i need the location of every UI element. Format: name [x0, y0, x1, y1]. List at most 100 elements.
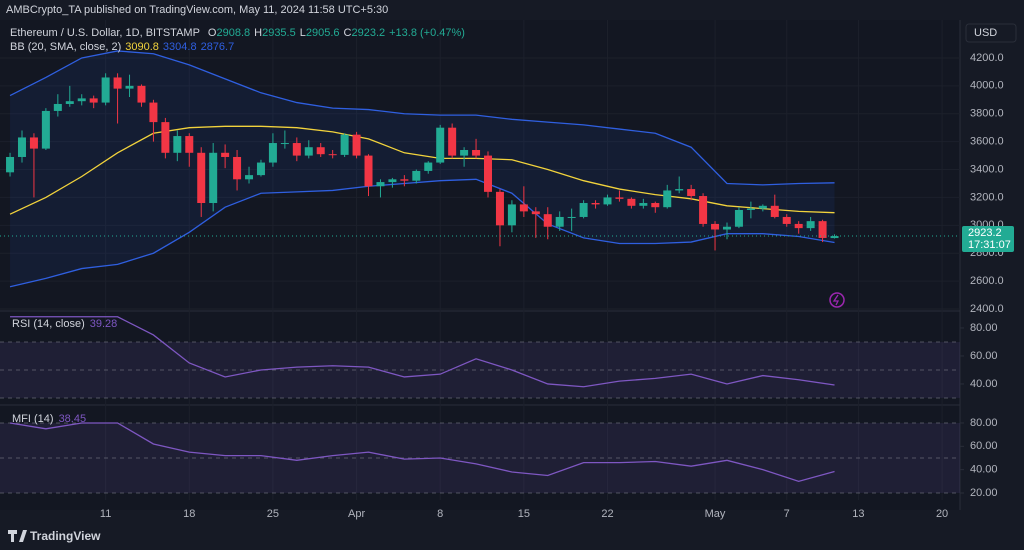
plot-area	[0, 20, 960, 510]
candle-body	[746, 208, 755, 210]
alert-icon[interactable]	[829, 292, 845, 308]
candle-body	[472, 150, 481, 156]
y-tick-label: 3600.0	[970, 136, 1004, 148]
candle-body	[794, 223, 803, 229]
published-note: AMBCrypto_TA published on TradingView.co…	[6, 4, 388, 16]
candle-body	[197, 152, 206, 204]
indicator-value: 3090.8	[125, 41, 159, 53]
currency-button	[965, 23, 1017, 43]
y-tick-label: 2600.0	[970, 275, 1004, 287]
candle-body	[734, 209, 743, 227]
countdown: 17:31:07	[968, 239, 1011, 251]
candle-body	[185, 136, 194, 153]
candle-body	[89, 98, 98, 103]
indicator-line	[9, 422, 835, 483]
y-tick-label: 60.00	[970, 350, 998, 362]
candle-body	[245, 175, 254, 180]
candle-body	[173, 136, 182, 153]
candle-body	[77, 98, 86, 102]
candle-body	[101, 77, 110, 103]
alert-icon-bolt	[832, 294, 840, 306]
candle-body	[340, 134, 349, 155]
x-tick-label: Apr	[348, 508, 365, 520]
candle-body	[782, 216, 791, 224]
candle-body	[830, 236, 839, 239]
candle-body	[651, 203, 660, 208]
y-tick-label: 40.00	[970, 464, 998, 476]
indicator-name: MFI (14)	[12, 413, 54, 425]
candle-body	[711, 223, 720, 230]
candle-body	[304, 147, 313, 156]
candle-body	[699, 196, 708, 224]
y-tick-label: 80.00	[970, 322, 998, 334]
ohlc-value: 2935.5	[262, 27, 296, 39]
x-tick-label: 11	[100, 508, 111, 520]
indicator-line	[9, 178, 835, 288]
indicator-value: 3304.8	[163, 41, 197, 53]
y-tick-label: 3400.0	[970, 163, 1004, 175]
candle-body	[448, 127, 457, 156]
candle-body	[806, 221, 815, 229]
x-tick-label: 8	[437, 508, 443, 520]
candle-body	[436, 127, 445, 163]
candle-body	[495, 191, 504, 226]
candle-body	[352, 134, 361, 156]
candle-body	[292, 143, 301, 156]
candle-body	[328, 154, 337, 156]
y-tick-label: 80.00	[970, 417, 998, 429]
candle-body	[6, 156, 15, 173]
candle-body	[17, 137, 26, 157]
candle-body	[507, 204, 516, 226]
indicator-line	[9, 50, 835, 186]
currency: USD	[974, 27, 997, 39]
ohlc-letter: O	[208, 27, 217, 39]
indicator-value: 2876.7	[201, 41, 235, 53]
x-tick-label: 25	[267, 508, 279, 520]
pane-legend: MFI (14) 38.45	[12, 413, 86, 425]
candle-body	[149, 102, 158, 123]
indicator-line	[10, 316, 835, 388]
legend-row: Ethereum / U.S. Dollar, 1D, BITSTAMP O290…	[10, 27, 465, 39]
candle-body	[484, 155, 493, 192]
candle-body	[233, 156, 242, 180]
pane-legend: RSI (14, close) 39.28	[12, 318, 117, 330]
candle-body	[675, 189, 684, 191]
legend: Ethereum / U.S. Dollar, 1D, BITSTAMP O290…	[10, 27, 465, 53]
candle-body	[758, 205, 767, 209]
candle-body	[29, 137, 38, 149]
brand: TradingView	[30, 529, 101, 543]
candle-body	[543, 214, 552, 227]
candle-body	[53, 103, 62, 111]
candle-body	[209, 152, 218, 204]
candle-body	[388, 179, 397, 183]
x-tick-label: 22	[601, 508, 613, 520]
candle-body	[639, 203, 648, 206]
x-tick-label: 20	[936, 508, 948, 520]
candle-body	[591, 203, 600, 205]
candle-body	[65, 101, 74, 104]
instrument: Ethereum / U.S. Dollar, 1D, BITSTAMP	[10, 27, 200, 39]
ohlc-value: 2908.8	[216, 27, 250, 39]
x-tick-label: 18	[183, 508, 195, 520]
brand-logo	[8, 530, 27, 542]
price-tag-value: 2923.2	[968, 227, 1002, 239]
ohlc-value: 2905.6	[306, 27, 340, 39]
ohlc-letter: C	[344, 27, 352, 39]
candle-body	[221, 152, 230, 157]
x-tick-label: 15	[518, 508, 530, 520]
candle-body	[615, 197, 624, 199]
candle-body	[579, 203, 588, 217]
candle-body	[41, 110, 50, 149]
y-tick-label: 60.00	[970, 440, 998, 452]
ohlc-letter: L	[300, 27, 306, 39]
candle-body	[555, 216, 564, 227]
indicator-name: RSI (14, close)	[12, 318, 85, 330]
ohlc-value: 2923.2	[351, 27, 385, 39]
y-tick-label: 4000.0	[970, 80, 1004, 92]
footer	[0, 522, 1024, 550]
candle-body	[125, 85, 134, 89]
indicator-value: 39.28	[90, 318, 118, 330]
candle-body	[531, 211, 540, 215]
candle-body	[519, 204, 528, 212]
